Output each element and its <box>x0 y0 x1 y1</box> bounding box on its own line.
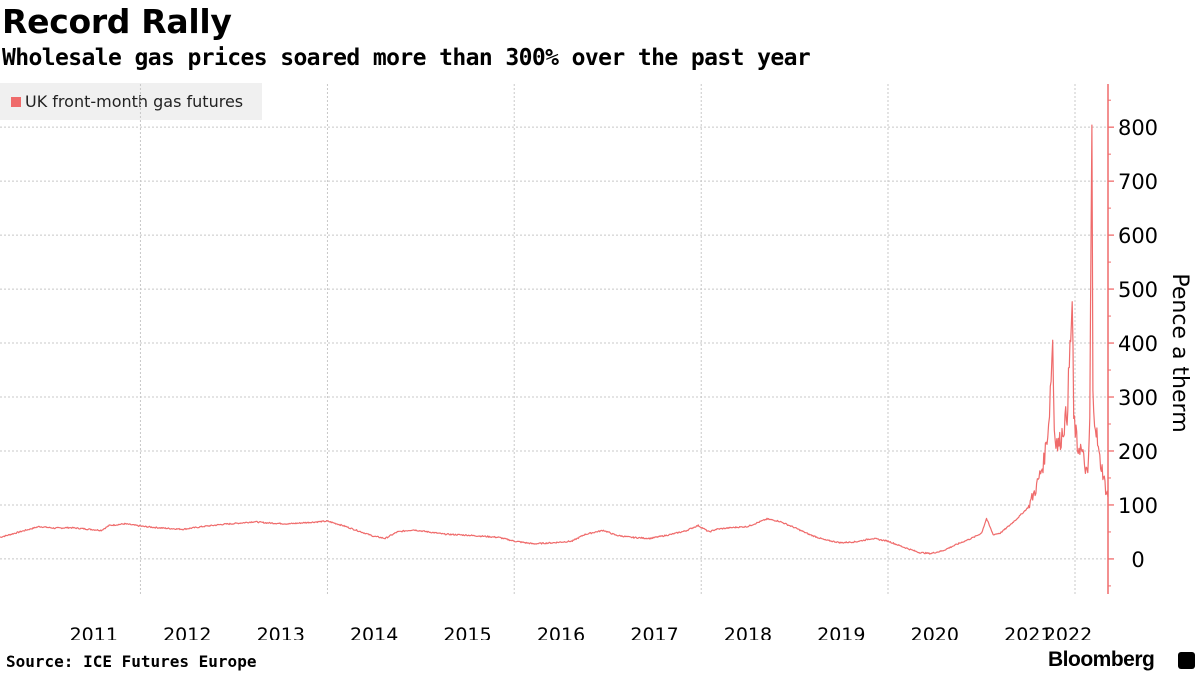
y-tick-label: 700 <box>1118 170 1158 194</box>
y-tick-label: 100 <box>1118 494 1158 518</box>
x-tick-label: 2021 <box>1004 624 1052 640</box>
x-tick-label: 2012 <box>163 624 211 640</box>
x-tick-label: 2015 <box>443 624 491 640</box>
x-tick-label: 2013 <box>257 624 305 640</box>
x-tick-label: 2022 <box>1044 624 1092 640</box>
x-tick-label: 2016 <box>537 624 585 640</box>
series-line-0 <box>0 124 1109 555</box>
vertical-gridlines <box>139 84 1076 594</box>
legend-swatch <box>11 97 21 107</box>
y-tick-label: 300 <box>1118 386 1158 410</box>
chart-title: Record Rally <box>2 2 232 41</box>
bloomberg-terminal-icon <box>1178 652 1195 669</box>
x-tick-label: 2020 <box>911 624 959 640</box>
y-tick-label: 600 <box>1118 224 1158 248</box>
y-tick-label: 500 <box>1118 278 1158 302</box>
y-axis-title: Pence a therm <box>1167 273 1192 432</box>
x-axis: 2011 2012 2013 2014 2015 2016 2017 2018 2019 2020… <box>70 624 1093 640</box>
x-tick-label: 2011 <box>70 624 118 640</box>
y-axis: 0 100 200 300 400 500 600 700 800 <box>1107 84 1158 594</box>
x-tick-label: 2017 <box>630 624 678 640</box>
y-tick-label: 0 <box>1131 548 1144 572</box>
legend: UK front-month gas futures <box>0 83 262 120</box>
x-tick-label: 2019 <box>817 624 865 640</box>
y-tick-label: 800 <box>1118 116 1158 140</box>
source-note: Source: ICE Futures Europe <box>6 652 257 671</box>
y-tick-label: 200 <box>1118 440 1158 464</box>
legend-label: UK front-month gas futures <box>25 92 244 111</box>
x-tick-label: 2018 <box>724 624 772 640</box>
brand-logo-text: Bloomberg <box>1048 648 1155 671</box>
horizontal-gridlines <box>0 126 1108 560</box>
x-tick-label: 2014 <box>350 624 398 640</box>
y-tick-label: 400 <box>1118 332 1158 356</box>
chart-subtitle: Wholesale gas prices soared more than 30… <box>2 45 811 71</box>
plot-area <box>0 124 1109 555</box>
